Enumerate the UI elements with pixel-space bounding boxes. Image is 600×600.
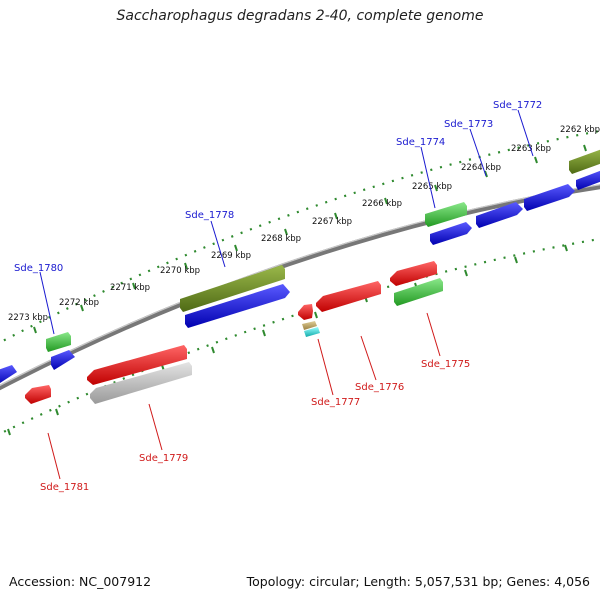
reverse-genes [25, 261, 443, 404]
forward-label-leaders [39, 109, 534, 335]
gene-label-forward[interactable]: Sde_1773 [444, 119, 493, 130]
kbp-label: 2273 kbp [8, 313, 48, 323]
kbp-label: 2267 kbp [312, 217, 352, 227]
accession-text: Accession: NC_007912 [9, 574, 152, 589]
forward-genes [0, 148, 600, 385]
outer-ruler-line [0, 129, 600, 344]
gene-feature[interactable] [394, 278, 443, 306]
gene-feature[interactable] [25, 385, 51, 404]
kbp-label: 2262 kbp [560, 125, 600, 135]
gene-feature[interactable] [476, 202, 523, 228]
gene-label-reverse[interactable]: Sde_1779 [139, 453, 188, 464]
gene-label-reverse[interactable]: Sde_1775 [421, 359, 470, 370]
gene-feature[interactable] [316, 281, 381, 312]
gene-label-forward[interactable]: Sde_1772 [493, 100, 542, 111]
gene-feature[interactable] [524, 184, 575, 211]
reverse-label-leaders [47, 312, 441, 480]
gene-label-reverse[interactable]: Sde_1781 [40, 482, 89, 493]
kbp-label: 2268 kbp [261, 234, 301, 244]
gene-feature[interactable] [0, 365, 17, 385]
gene-feature[interactable] [298, 304, 313, 320]
gene-feature[interactable] [302, 321, 317, 330]
gene-feature[interactable] [430, 222, 472, 245]
gene-feature[interactable] [569, 148, 600, 174]
gene-feature[interactable] [51, 350, 75, 370]
kbp-label: 2269 kbp [211, 251, 251, 261]
genome-backbone-highlight [0, 184, 600, 387]
kbp-label: 2265 kbp [412, 182, 452, 192]
kbp-label: 2270 kbp [160, 266, 200, 276]
genome-summary-text: Topology: circular; Length: 5,057,531 bp… [246, 574, 590, 589]
kbp-labels: 2273 kbp 2272 kbp 2271 kbp 2270 kbp 2269… [8, 125, 600, 323]
gene-feature[interactable] [390, 261, 437, 286]
kbp-label: 2266 kbp [362, 199, 402, 209]
gene-feature[interactable] [425, 202, 467, 227]
gene-feature[interactable] [90, 362, 192, 404]
gene-label-forward[interactable]: Sde_1780 [14, 263, 63, 274]
genome-backbone [0, 184, 600, 391]
gene-label-forward[interactable]: Sde_1778 [185, 210, 234, 221]
outer-ruler-ticks [33, 144, 587, 334]
gene-label-forward[interactable]: Sde_1774 [396, 137, 445, 148]
gene-feature[interactable] [87, 345, 187, 385]
page-title: Saccharophagus degradans 2-40, complete … [116, 8, 484, 24]
kbp-label: 2272 kbp [59, 298, 99, 308]
gene-label-reverse[interactable]: Sde_1776 [355, 382, 404, 393]
gene-feature[interactable] [46, 332, 71, 352]
gene-feature[interactable] [576, 169, 600, 190]
gene-label-reverse[interactable]: Sde_1777 [311, 397, 360, 408]
kbp-label: 2271 kbp [110, 283, 150, 293]
gene-feature[interactable] [304, 327, 320, 337]
gene-feature[interactable] [185, 284, 290, 328]
inner-ruler-line [0, 237, 600, 435]
gene-feature[interactable] [180, 265, 285, 312]
kbp-label: 2264 kbp [461, 163, 501, 173]
